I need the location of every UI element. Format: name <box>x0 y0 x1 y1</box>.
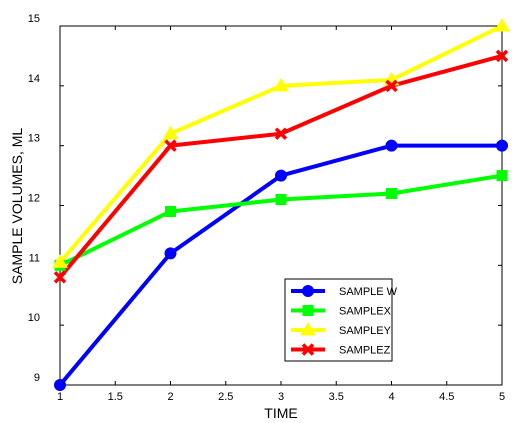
y-tick-label: 11 <box>29 252 40 264</box>
data-point <box>165 205 176 217</box>
data-point <box>496 170 508 182</box>
data-point <box>494 18 510 32</box>
legend: SAMPLE W SAMPLEX SAMPLEY SAMPLEZ <box>284 278 398 362</box>
y-axis-label: SAMPLE VOLUMES, ML <box>9 128 25 285</box>
data-point <box>496 139 508 152</box>
data-point <box>54 379 66 391</box>
x-tick-label: 4 <box>388 391 394 403</box>
y-tick-label: 12 <box>28 193 40 205</box>
x-tick-label: 3 <box>278 391 284 403</box>
legend-marker <box>302 285 314 297</box>
x-tick-label: 2.5 <box>218 391 233 403</box>
data-point <box>52 254 68 268</box>
y-tick-label: 10 <box>28 312 40 324</box>
data-point <box>495 49 509 63</box>
legend-label: SAMPLEX <box>339 306 392 318</box>
data-point <box>53 271 67 284</box>
data-point <box>162 125 179 140</box>
data-point <box>385 139 398 152</box>
y-tick-label: 9 <box>34 372 40 384</box>
legend-label: SAMPLEZ <box>339 345 391 357</box>
data-point <box>274 127 288 140</box>
series-markers <box>52 18 510 391</box>
legend-marker <box>300 322 316 336</box>
data-point <box>386 188 397 200</box>
y-tick-label: 13 <box>28 133 40 145</box>
data-point <box>275 194 287 206</box>
x-tick-label: 1.5 <box>108 391 123 403</box>
x-tick-label: 1 <box>57 391 63 403</box>
axis-ticks: 1 1.5 2 2.5 3 3.5 4 4.5 5 9 10 11 12 13 14 15 <box>28 13 505 403</box>
x-tick-label: 3.5 <box>329 391 344 403</box>
x-axis-label: TIME <box>264 405 297 421</box>
x-tick-label: 5 <box>499 391 505 403</box>
legend-marker <box>302 305 314 316</box>
x-tick-label: 2 <box>167 391 173 403</box>
data-point <box>164 139 177 152</box>
legend-marker <box>301 343 315 356</box>
data-point <box>273 77 289 92</box>
data-point <box>385 79 398 93</box>
legend-label: SAMPLEY <box>339 325 392 337</box>
y-tick-label: 14 <box>28 73 40 85</box>
y-tick-label: 15 <box>28 13 40 25</box>
legend-label: SAMPLE W <box>339 286 398 298</box>
data-point <box>275 169 287 182</box>
x-tick-label: 4.5 <box>439 391 454 403</box>
data-point <box>164 247 177 260</box>
